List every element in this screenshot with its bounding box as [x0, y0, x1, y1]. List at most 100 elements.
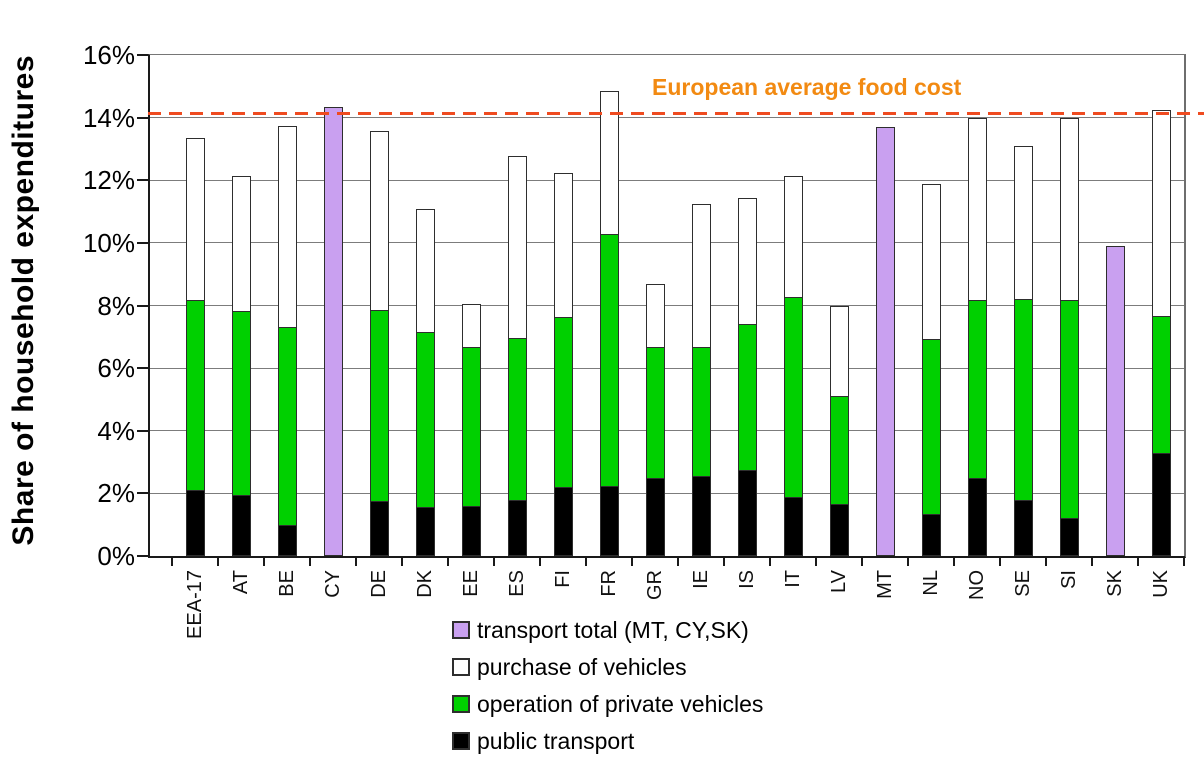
bar-DE: [369, 130, 389, 556]
bar-SE-public-transport: [1013, 499, 1033, 556]
bar-UK-purchase-of-vehicles: [1151, 110, 1171, 317]
bar-slot-MT: [862, 55, 908, 556]
bar-MT-transport-total: [875, 127, 895, 556]
x-label-CY: CY: [322, 570, 345, 598]
bar-LV-operation-of-private-vehicles: [829, 395, 849, 506]
y-tick-label-0pct: 0%: [97, 541, 135, 571]
bar-UK-operation-of-private-vehicles: [1151, 315, 1171, 454]
x-label-NO: NO: [966, 570, 989, 600]
bar-IS: [737, 197, 757, 556]
y-tick-label-4pct: 4%: [97, 415, 135, 446]
y-tick-2pct: [137, 492, 148, 495]
bar-DE-purchase-of-vehicles: [369, 130, 389, 311]
legend-label-purchase-of-vehicles: purchase of vehicles: [477, 653, 687, 680]
bar-SI-public-transport: [1059, 518, 1079, 556]
bar-SI-operation-of-private-vehicles: [1059, 300, 1079, 520]
bar-IT-public-transport: [783, 496, 803, 556]
y-tick-6pct: [137, 367, 148, 370]
bar-NL-purchase-of-vehicles: [921, 183, 941, 341]
bar-EE-operation-of-private-vehicles: [461, 347, 481, 507]
x-tick-7: [493, 556, 495, 566]
y-tick-label-8pct: 8%: [97, 290, 135, 321]
x-label-text-GR: GR: [644, 570, 666, 600]
bar-slot-EE: [448, 55, 494, 556]
x-tick-2: [263, 556, 265, 566]
bar-slot-IS: [724, 55, 770, 556]
y-tick-label-12pct: 12%: [82, 165, 135, 196]
bar-DE-public-transport: [369, 501, 389, 556]
y-tick-12pct: [137, 179, 148, 182]
bar-slot-DK: [402, 55, 448, 556]
bar-SE-purchase-of-vehicles: [1013, 146, 1033, 300]
x-label-DE: DE: [368, 570, 391, 598]
bar-slot-LV: [816, 55, 862, 556]
bar-slot-SI: [1046, 55, 1092, 556]
legend-swatch-public-transport: [452, 732, 470, 750]
x-label-DK: DK: [414, 570, 437, 598]
legend: transport total (MT, CY,SK) purchase of …: [452, 616, 763, 764]
bar-CY: [323, 106, 343, 556]
y-axis-tick-labels: 0% 2% 4% 6% 8% 10% 12% 14% 16%: [30, 40, 135, 571]
gridline-2pct: [150, 492, 1184, 494]
x-label-NL: NL: [920, 570, 943, 596]
gridline-14pct: [150, 117, 1184, 119]
bar-ES: [507, 155, 527, 556]
x-tick-16: [907, 556, 909, 566]
y-tick-label-14pct: 14%: [82, 102, 135, 133]
bar-LV-purchase-of-vehicles: [829, 305, 849, 397]
average-food-cost-label: European average food cost: [652, 74, 962, 100]
x-label-IE: IE: [690, 570, 713, 589]
bar-EEA-17: [185, 138, 205, 556]
legend-item-transport-total: transport total (MT, CY,SK): [452, 616, 763, 644]
bar-FI-operation-of-private-vehicles: [553, 317, 573, 489]
bar-slot-NL: [908, 55, 954, 556]
bar-slot-FR: [586, 55, 632, 556]
x-label-UK: UK: [1150, 570, 1173, 598]
x-tick-21: [1137, 556, 1139, 566]
bar-NL: [921, 183, 941, 556]
x-label-text-FI: FI: [552, 570, 574, 588]
bar-ES-operation-of-private-vehicles: [507, 337, 527, 501]
bar-slot-NO: [954, 55, 1000, 556]
x-label-SE: SE: [1012, 570, 1035, 597]
legend-swatch-operation-of-private-vehicles: [452, 695, 470, 713]
y-tick-0pct: [137, 555, 148, 557]
bar-slot-BE: [264, 55, 310, 556]
x-tick-22: [1183, 556, 1185, 566]
bar-IS-purchase-of-vehicles: [737, 197, 757, 325]
x-label-IS: IS: [736, 570, 759, 589]
x-label-IT: IT: [782, 570, 805, 588]
bar-slot-SE: [1000, 55, 1046, 556]
bar-slot-ES: [494, 55, 540, 556]
bar-NO-operation-of-private-vehicles: [967, 300, 987, 479]
bar-LV: [829, 305, 849, 556]
x-label-EEA-17: EEA-17: [184, 570, 207, 639]
bar-EEA-17-operation-of-private-vehicles: [185, 300, 205, 492]
x-label-text-IT: IT: [782, 570, 804, 588]
bar-FR-public-transport: [599, 485, 619, 556]
x-label-FI: FI: [552, 570, 575, 588]
bar-SI: [1059, 118, 1079, 556]
bar-FI-purchase-of-vehicles: [553, 172, 573, 319]
legend-item-public-transport: public transport: [452, 727, 763, 755]
x-tick-8: [539, 556, 541, 566]
x-tick-5: [401, 556, 403, 566]
legend-label-transport-total: transport total (MT, CY,SK): [477, 616, 749, 643]
x-label-ES: ES: [506, 570, 529, 597]
bar-GR-public-transport: [645, 477, 665, 556]
bar-BE-public-transport: [277, 524, 297, 556]
x-tick-11: [677, 556, 679, 566]
bar-IE: [691, 204, 711, 556]
x-label-text-IE: IE: [690, 570, 712, 589]
x-tick-9: [585, 556, 587, 566]
x-label-EE: EE: [460, 570, 483, 597]
bar-CY-transport-total: [323, 106, 343, 556]
bar-FI: [553, 172, 573, 556]
x-label-SI: SI: [1058, 570, 1081, 589]
x-label-text-AT: AT: [230, 570, 252, 595]
bar-BE: [277, 125, 297, 556]
bar-DK-operation-of-private-vehicles: [415, 331, 435, 509]
bar-EE-purchase-of-vehicles: [461, 304, 481, 349]
bar-NL-operation-of-private-vehicles: [921, 339, 941, 515]
